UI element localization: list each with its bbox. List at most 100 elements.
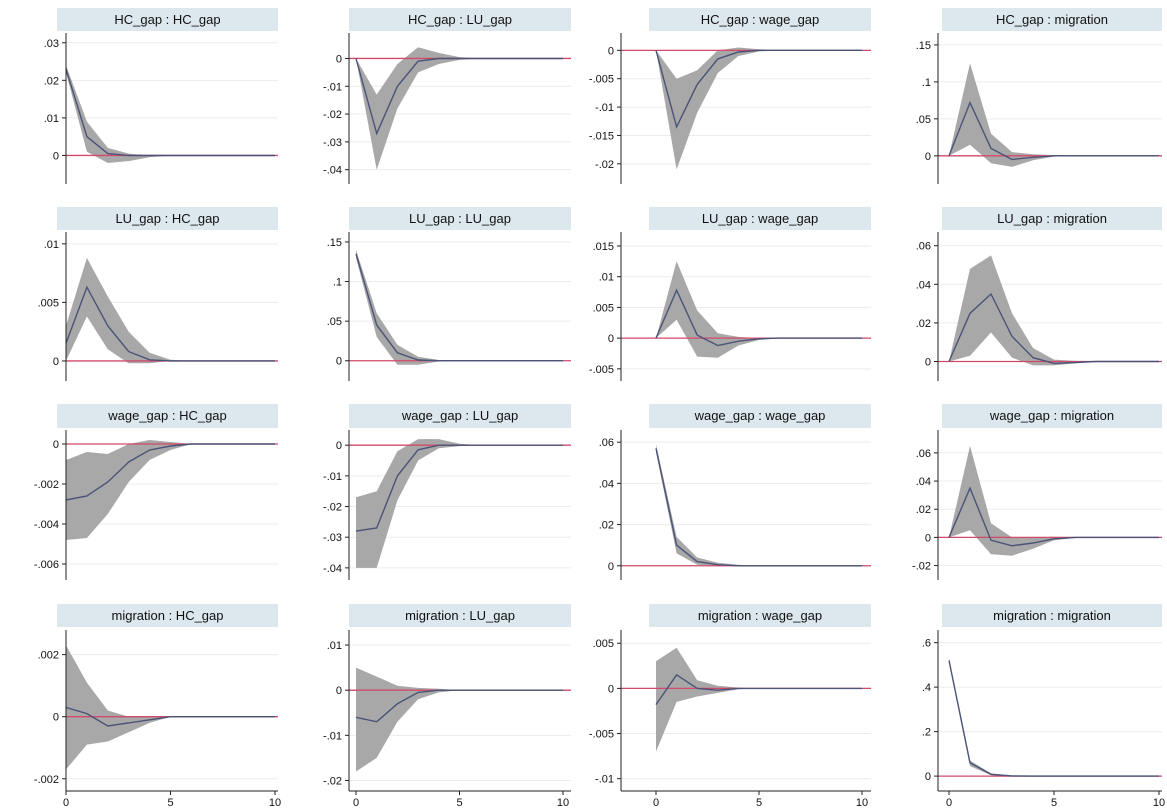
panel-1-0: LU_gap : HC_gap 0 .005 .01 [38,207,278,381]
panel-3-1-confidence-band [356,667,563,772]
panel-3-0-title: migration : HC_gap [112,608,224,623]
panel-0-1-confidence-band [356,47,563,170]
panel-0-0-title: HC_gap : HC_gap [114,12,220,27]
panel-1-1-title-strip [349,207,571,230]
panel-3-2-title: migration : wage_gap [698,608,822,623]
panel-0-1-ytick-label-0: 0 [336,53,342,65]
panel-2-2-irf-line [655,448,862,567]
panel-1-3: LU_gap : migration 0 .02 .04 .06 [916,207,1162,381]
panel-0-0-ytick-label-0: 0 [53,150,59,162]
panel-0-3-ytick-label-0: 0 [925,151,931,163]
panel-2-0: wage_gap : HC_gap 0 -.002 -.004 -.006 [34,404,278,580]
panel-0-2: HC_gap : wage_gap 0 -.005 -.01 -.015 -.02 [589,8,871,184]
panel-3-3-title: migration : migration [993,608,1111,623]
panel-1-3-ytick-label-3: .06 [916,241,931,253]
panel-3-3-ytick-label-0: 0 [925,771,931,783]
panel-2-3-ytick-label-1: .04 [916,476,931,488]
panel-3-3-xtick-label-1: 5 [1051,797,1057,809]
panel-2-3-ytick-label-2: .02 [916,504,931,516]
panel-1-1-ytick-label-0: 0 [336,356,342,368]
panel-3-2-ytick-label-1: 0 [608,683,614,695]
panel-0-3-ytick-label-2: .1 [922,77,931,89]
panel-0-1-title-strip [349,8,571,31]
panel-1-2-ytick-label-0: .015 [593,241,614,253]
panel-3-1-xtick-label-0: 0 [353,797,359,809]
panel-0-0-irf-line [65,68,275,157]
panel-2-0-ytick-label-2: -.004 [34,519,59,531]
panel-2-1-title: wage_gap : LU_gap [401,408,518,423]
panel-0-1-ytick-label-4: -.04 [323,165,342,177]
panel-2-3-title: wage_gap : migration [989,408,1114,423]
panel-0-3-ytick-label-3: .15 [916,40,931,52]
panel-0-2-confidence-band [656,47,862,170]
panel-2-1-ytick-label-1: -.01 [323,471,342,483]
panel-0-1-ytick-label-1: -.01 [323,81,342,93]
panel-3-0-irf-line [65,706,275,727]
panel-1-3-confidence-band [949,255,1159,366]
panel-3-1-ytick-label-3: -.02 [323,775,342,787]
panel-1-1-irf-line [355,253,563,362]
panel-2-1-ytick-label-4: -.04 [323,563,342,575]
panel-3-2-xtick-label-0: 0 [653,797,659,809]
panel-2-2: wage_gap : wage_gap 0 .02 .04 .06 [599,404,871,580]
panel-3-2-ytick-label-0: .005 [593,638,614,650]
panel-3-2: migration : wage_gap .005 0 -.005 -.01 0 5 10 [589,604,871,809]
panel-1-1-ytick-label-2: .1 [333,277,342,289]
panel-0-3-title: HC_gap : migration [996,12,1108,27]
panel-0-2-irf-line [655,49,862,129]
panel-0-1-ytick-label-3: -.03 [323,137,342,149]
panel-2-3-ytick-label-4: -.02 [912,561,931,573]
panel-0-2-ytick-label-2: -.01 [595,102,614,114]
panel-3-2-xtick-label-1: 5 [756,797,762,809]
panel-3-2-irf-line [655,673,862,705]
panel-2-2-ytick-label-1: .02 [599,520,614,532]
panel-0-0-ytick-label-3: .03 [44,38,59,50]
panel-2-2-title-strip [649,404,871,428]
panel-2-2-title: wage_gap : wage_gap [694,408,826,423]
panel-1-0-title: LU_gap : HC_gap [115,211,219,226]
panel-0-2-ytick-label-1: -.005 [589,74,614,86]
panel-1-1-ytick-label-3: .15 [327,237,342,249]
panel-3-2-ytick-label-3: -.01 [595,774,614,786]
panel-0-3-ytick-label-1: .05 [916,114,931,126]
panel-3-1: migration : LU_gap .01 0 -.01 -.02 0 5 10 [323,604,571,809]
panel-3-1-ytick-label-1: 0 [336,685,342,697]
panel-1-1-ytick-label-1: .05 [327,316,342,328]
panel-3-0-xtick-label-1: 5 [167,797,173,809]
panel-3-3-ytick-label-2: .4 [922,682,931,694]
panel-1-0-title-strip [57,207,278,230]
panel-3-0: migration : HC_gap .002 0 -.002 0 5 10 [34,604,281,809]
panel-3-3-xtick-label-0: 0 [946,797,952,809]
panel-0-3-title-strip [942,8,1162,31]
panel-2-2-ytick-label-3: .06 [599,437,614,449]
panel-3-3: migration : migration 0 .2 .4 .6 0 5 10 [922,604,1165,809]
panel-0-2-ytick-label-4: -.02 [595,159,614,171]
panel-3-1-title-strip [349,604,571,627]
panel-3-0-confidence-band [66,645,275,770]
panel-3-0-ytick-label-2: -.002 [34,774,59,786]
panel-0-3-irf-line [948,100,1159,161]
panel-3-3-xtick-label-2: 10 [1153,797,1165,809]
panel-3-0-xtick-label-2: 10 [269,797,281,809]
panel-2-3-title-strip [942,404,1162,428]
panel-1-3-ytick-label-1: .02 [916,318,931,330]
panel-1-1-confidence-band [356,249,563,365]
panel-3-2-xtick-label-2: 10 [856,797,868,809]
panel-3-0-title-strip [57,604,278,627]
panel-0-3: HC_gap : migration 0 .05 .1 .15 [916,8,1162,184]
panel-0-2-ytick-label-3: -.015 [589,130,614,142]
panel-2-1-title-strip [349,404,571,428]
panel-3-1-ytick-label-0: .01 [327,640,342,652]
panel-0-0-ytick-label-1: .01 [44,113,59,125]
panel-2-1-ytick-label-2: -.02 [323,502,342,514]
panel-1-2-title-strip [649,207,871,230]
panel-0-2-title: HC_gap : wage_gap [701,12,820,27]
panel-1-0-ytick-label-1: .005 [38,297,59,309]
panel-1-2-title: LU_gap : wage_gap [702,211,818,226]
panel-0-0: HC_gap : HC_gap 0 .01 .02 .03 [44,8,278,184]
panel-3-3-ytick-label-1: .2 [922,727,931,739]
panel-0-1-title: HC_gap : LU_gap [408,12,512,27]
panel-1-2-confidence-band [656,261,862,358]
panel-2-0-confidence-band [66,440,275,540]
